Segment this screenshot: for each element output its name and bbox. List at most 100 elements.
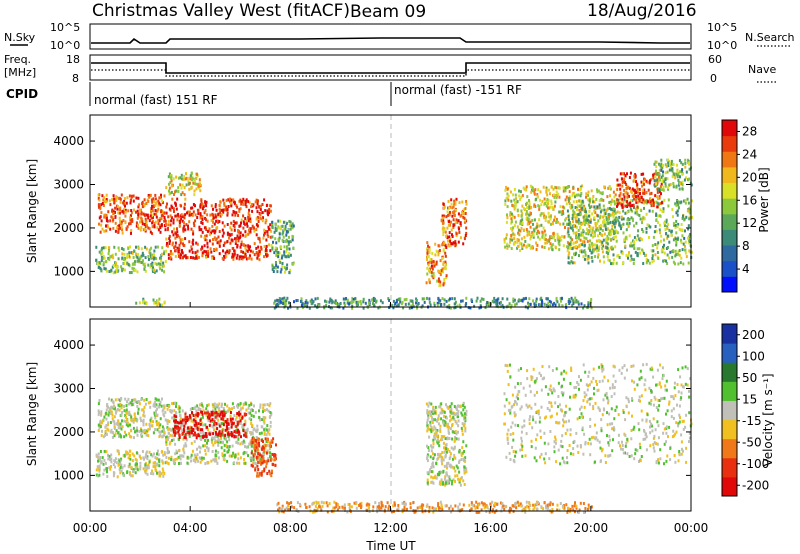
scatter-cell [193, 256, 196, 260]
scatter-cell [329, 306, 332, 310]
scatter-cell [596, 246, 599, 250]
scatter-cell [685, 170, 688, 174]
scatter-cell [215, 208, 218, 212]
scatter-cell [665, 218, 668, 222]
scatter-cell [651, 257, 654, 260]
scatter-cell [606, 219, 609, 223]
scatter-cell [585, 221, 588, 225]
scatter-cell [115, 411, 117, 415]
scatter-cell [167, 427, 170, 431]
scatter-cell [195, 457, 198, 461]
scatter-cell [656, 190, 659, 194]
scatter-cell [215, 440, 218, 444]
scatter-cell [585, 232, 588, 236]
scatter-cell [449, 223, 451, 227]
scatter-cell [259, 240, 262, 244]
scatter-cell [627, 209, 630, 213]
scatter-cell [286, 263, 289, 267]
scatter-cell [187, 417, 190, 421]
scatter-cell [271, 268, 274, 271]
scatter-cell [149, 400, 152, 404]
scatter-cell [196, 172, 199, 176]
scatter-cell [270, 244, 273, 247]
scatter-cell [676, 209, 679, 213]
scatter-cell [245, 402, 247, 406]
scatter-cell [237, 239, 240, 243]
scatter-cell [537, 501, 539, 504]
scatter-cell [239, 231, 242, 235]
scatter-cell [577, 233, 580, 237]
scatter-cell [371, 298, 374, 302]
scatter-cell [112, 271, 115, 275]
scatter-cell [529, 246, 532, 250]
scatter-cell [262, 236, 265, 240]
scatter-cell [108, 249, 110, 253]
scatter-cell [251, 203, 254, 206]
scatter-cell [443, 302, 446, 306]
scatter-cell [449, 297, 451, 301]
scatter-cell [235, 430, 238, 434]
scatter-cell [177, 455, 180, 459]
scatter-cell [213, 428, 216, 432]
scatter-cell [689, 233, 691, 236]
scatter-cell [660, 158, 663, 162]
scatter-cell [288, 251, 291, 255]
scatter-cell [196, 433, 199, 437]
scatter-cell [132, 199, 135, 203]
scatter-cell [539, 198, 541, 202]
scatter-cell [589, 248, 592, 252]
scatter-cell [105, 424, 108, 427]
scatter-cell [191, 434, 194, 437]
scatter-cell [580, 231, 583, 235]
scatter-cell [181, 219, 184, 223]
scatter-cell [196, 426, 199, 430]
scatter-cell [125, 423, 128, 427]
scatter-cell [218, 230, 221, 233]
scatter-cell [583, 236, 586, 240]
scatter-cell [220, 212, 223, 216]
scatter-cell [591, 244, 594, 248]
scatter-cell [142, 423, 145, 427]
scatter-cell [234, 221, 237, 225]
scatter-cell [249, 408, 252, 412]
scatter-cell [283, 250, 286, 254]
scatter-cell [602, 224, 605, 228]
scatter-cell [221, 428, 224, 432]
scatter-cell [591, 212, 594, 216]
scatter-cell [633, 224, 635, 228]
scatter-cell [210, 204, 213, 208]
scatter-cell [176, 227, 178, 231]
scatter-cell [562, 205, 565, 209]
scatter-cell [454, 220, 457, 224]
scatter-cell [206, 441, 208, 445]
scatter-cell [121, 256, 124, 260]
scatter-cell [554, 200, 557, 204]
scatter-cell [278, 299, 280, 302]
scatter-cell [180, 217, 183, 221]
scatter-cell [253, 446, 256, 450]
scatter-cell [108, 270, 111, 273]
scatter-cell [480, 297, 483, 301]
scatter-cell [204, 201, 207, 205]
scatter-cell [170, 455, 173, 459]
scatter-cell [582, 255, 585, 259]
scatter-cell [169, 181, 172, 184]
scatter-cell [551, 303, 554, 307]
scatter-cell [217, 443, 220, 447]
scatter-cell [112, 463, 115, 466]
scatter-cell [168, 456, 170, 460]
scatter-cell [206, 219, 209, 223]
scatter-cell [552, 187, 555, 191]
scatter-cell [175, 432, 178, 435]
scatter-cell [595, 197, 598, 201]
scatter-cell [231, 417, 234, 421]
scatter-cell [623, 188, 626, 192]
scatter-cell [176, 246, 179, 250]
scatter-cell [222, 208, 225, 212]
scatter-cell [676, 175, 679, 179]
scatter-cell [680, 161, 683, 165]
scatter-cell [659, 214, 661, 218]
scatter-cell [108, 199, 111, 203]
scatter-cell [638, 214, 641, 217]
colorbar-tick-label: 8 [742, 239, 750, 253]
